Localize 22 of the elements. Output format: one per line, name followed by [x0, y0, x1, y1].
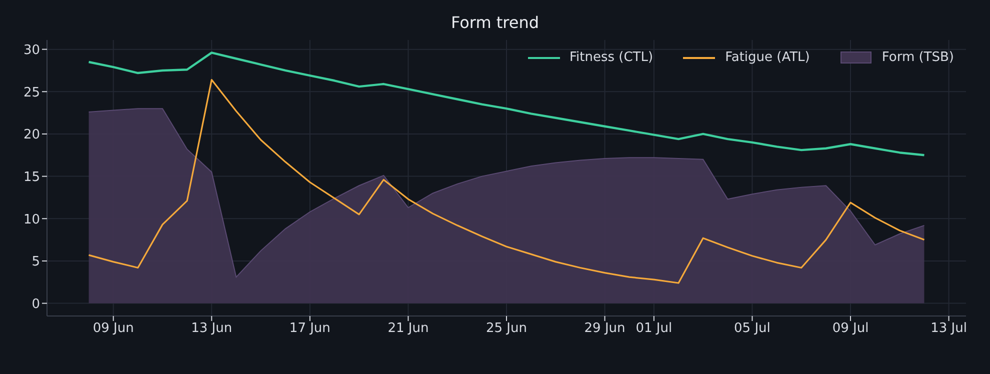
x-tick-label: 05 Jul: [734, 321, 770, 336]
chart-title: Form trend: [450, 13, 540, 32]
legend-label: Form (TSB): [882, 50, 954, 65]
x-tick-label: 01 Jul: [636, 321, 672, 336]
legend-label: Fitness (CTL): [570, 50, 654, 65]
x-tick-label: 29 Jun: [584, 321, 626, 336]
y-tick-label: 5: [32, 254, 40, 270]
x-tick-label: 25 Jun: [486, 321, 527, 336]
x-tick-label: 21 Jun: [388, 321, 429, 336]
line-series: [88, 78, 926, 284]
y-tick-label: 30: [23, 42, 40, 58]
x-tick-label: 13 Jul: [930, 321, 967, 336]
legend-label: Fatigue (ATL): [725, 50, 810, 65]
y-tick-label: 0: [32, 296, 40, 312]
x-tick-label: 09 Jul: [832, 321, 869, 336]
x-tick-label: 17 Jun: [289, 321, 330, 336]
x-tick-label: 09 Jun: [92, 321, 134, 336]
y-tick-label: 20: [23, 128, 40, 143]
y-tick-label: 10: [23, 212, 40, 228]
x-tick-label: 13 Jun: [191, 321, 232, 336]
y-tick-label: 15: [23, 170, 40, 185]
y-tick-label: 25: [23, 85, 40, 100]
